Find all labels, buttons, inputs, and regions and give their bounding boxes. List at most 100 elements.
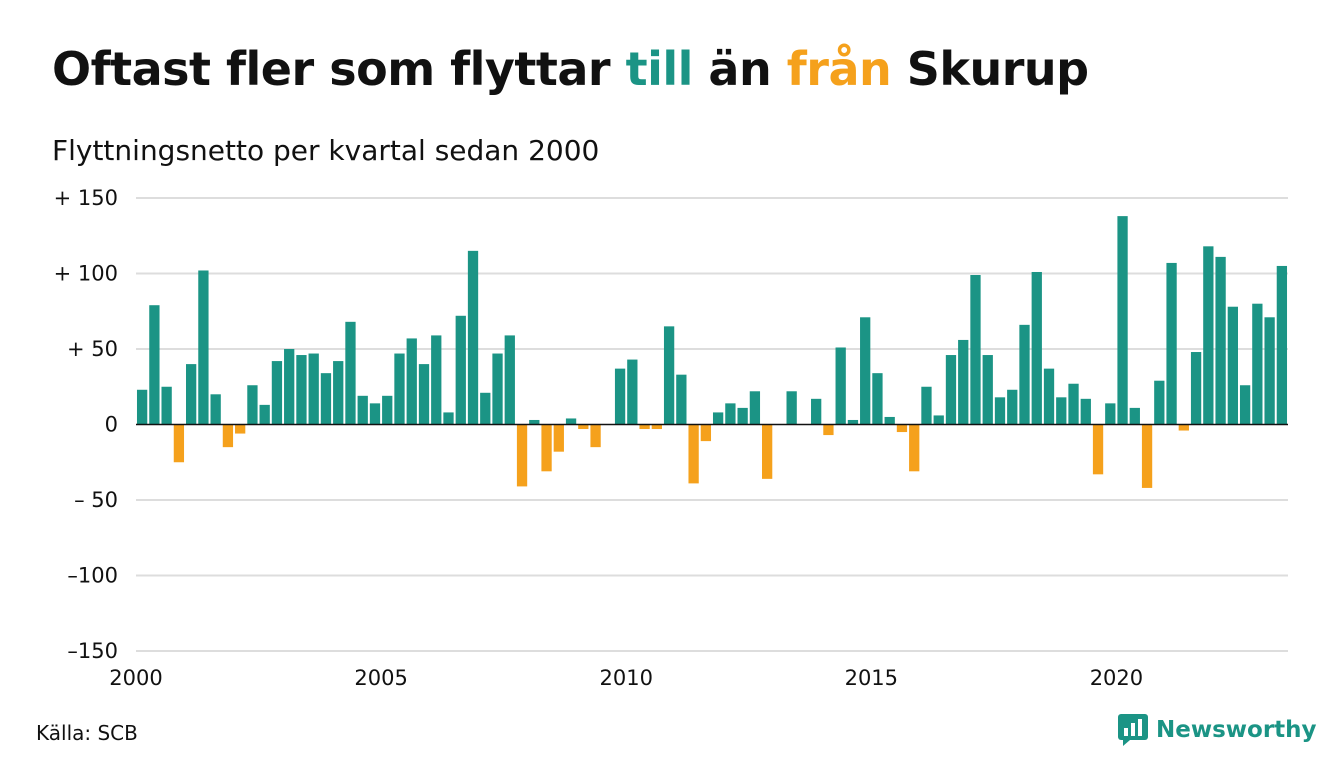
y-tick-label: 0 xyxy=(105,413,118,437)
source-label: Källa: SCB xyxy=(36,721,138,745)
bar xyxy=(149,305,160,425)
bar xyxy=(394,353,405,425)
bar xyxy=(173,424,185,463)
bar xyxy=(161,386,172,425)
bar xyxy=(516,424,528,487)
newsworthy-logo-icon xyxy=(1118,714,1148,746)
bar xyxy=(222,424,234,448)
title-part-2: än xyxy=(692,42,787,96)
bar xyxy=(627,359,638,425)
grid-lines xyxy=(136,197,1288,652)
bar xyxy=(933,415,944,425)
brand-logo: Newsworthy xyxy=(1118,714,1317,746)
bar xyxy=(529,419,540,425)
bar xyxy=(431,335,442,425)
bar xyxy=(198,270,209,425)
bar xyxy=(467,250,479,425)
bar xyxy=(1178,424,1189,431)
bar xyxy=(443,412,454,425)
bar xyxy=(565,418,577,425)
bar xyxy=(357,395,368,425)
bar xyxy=(762,424,773,479)
bar xyxy=(712,412,724,425)
bar xyxy=(909,424,920,472)
bar-chart: + 150 + 100 + 50 0 – 50 –100 –150 2000 2005 2010… xyxy=(54,186,1288,690)
title-part-3: Skurup xyxy=(891,42,1089,96)
bar xyxy=(970,275,981,425)
bar xyxy=(259,404,270,425)
bar xyxy=(406,338,417,425)
bar xyxy=(210,394,221,425)
y-tick-label: –100 xyxy=(67,564,118,588)
bar xyxy=(1019,324,1030,425)
bar xyxy=(590,424,601,448)
y-tick-label: + 100 xyxy=(54,262,118,286)
bar xyxy=(958,339,969,425)
x-tick-label: 2020 xyxy=(1090,666,1143,690)
bar xyxy=(1092,424,1104,475)
bar xyxy=(480,392,491,425)
bar xyxy=(725,403,736,425)
y-tick-label: –150 xyxy=(67,639,118,663)
bar xyxy=(1239,385,1251,425)
bar xyxy=(994,397,1006,425)
bar xyxy=(271,361,283,425)
x-tick-label: 2000 xyxy=(109,666,162,690)
bar xyxy=(235,424,246,434)
bar xyxy=(247,385,258,425)
bar xyxy=(578,424,589,430)
bar xyxy=(945,355,957,425)
bar xyxy=(860,317,871,425)
chart-subtitle: Flyttningsnetto per kvartal sedan 2000 xyxy=(52,134,600,167)
bar xyxy=(1154,380,1165,425)
y-tick-label: – 50 xyxy=(74,488,118,512)
bar xyxy=(835,347,846,425)
y-axis-ticks: + 150 + 100 + 50 0 – 50 –100 –150 xyxy=(54,186,118,663)
bar xyxy=(1227,306,1238,425)
bar xyxy=(811,398,822,425)
bar xyxy=(1190,352,1202,425)
bar xyxy=(847,419,859,425)
bar xyxy=(1043,368,1055,425)
bar xyxy=(136,389,148,425)
y-tick-label: + 50 xyxy=(67,337,118,361)
bar xyxy=(455,315,466,425)
bar xyxy=(786,391,797,425)
bar xyxy=(504,335,515,425)
bar xyxy=(1080,398,1091,425)
chart-title: Oftast fler som flyttar till än från Sku… xyxy=(52,42,1089,96)
bar xyxy=(418,364,430,425)
bar xyxy=(749,391,761,425)
bar xyxy=(676,374,687,425)
bar xyxy=(1252,303,1263,425)
bar xyxy=(1203,246,1214,425)
bar xyxy=(1129,407,1140,425)
bar xyxy=(872,373,883,425)
bar xyxy=(663,326,675,425)
bar xyxy=(700,424,712,442)
bar xyxy=(921,386,932,425)
title-till-highlight: till xyxy=(625,42,694,96)
bar xyxy=(1117,216,1128,425)
bar xyxy=(308,353,319,425)
bar xyxy=(1068,383,1079,425)
bar xyxy=(688,424,699,484)
title-fran-highlight: från xyxy=(786,42,892,96)
bar xyxy=(639,424,650,430)
bar xyxy=(614,368,626,425)
bar xyxy=(1007,389,1018,425)
bar xyxy=(1056,397,1067,425)
bar xyxy=(823,424,834,436)
title-part-1: Oftast fler som flyttar xyxy=(52,42,626,96)
bar xyxy=(884,416,895,425)
bar xyxy=(369,403,381,425)
bar xyxy=(186,364,197,425)
bar xyxy=(1105,403,1116,425)
bar xyxy=(284,349,295,425)
bar xyxy=(553,424,564,452)
bar xyxy=(320,373,332,425)
bar xyxy=(333,361,344,425)
bars xyxy=(136,216,1288,488)
bar xyxy=(296,355,307,425)
bar xyxy=(492,353,503,425)
